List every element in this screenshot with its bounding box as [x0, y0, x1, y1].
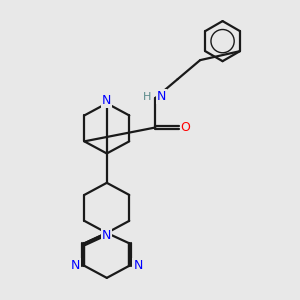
Text: H: H: [143, 92, 151, 102]
Text: N: N: [71, 259, 80, 272]
Text: N: N: [102, 94, 112, 107]
Text: O: O: [181, 121, 190, 134]
Text: N: N: [134, 259, 143, 272]
Text: N: N: [157, 90, 166, 103]
Text: N: N: [102, 229, 112, 242]
